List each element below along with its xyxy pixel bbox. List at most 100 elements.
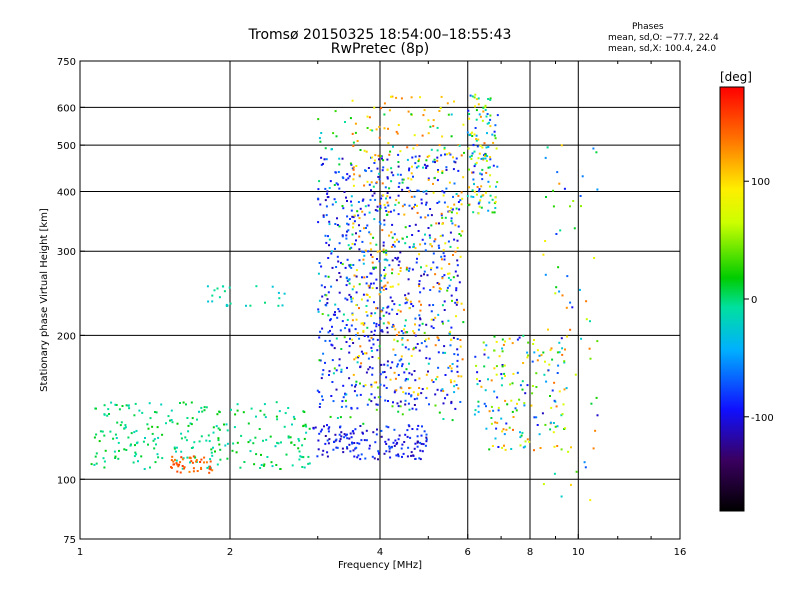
echo-point	[355, 165, 358, 167]
echo-point	[308, 427, 311, 430]
echo-point	[384, 440, 387, 443]
echo-point	[340, 405, 343, 408]
echo-point	[429, 208, 432, 210]
echo-point	[478, 380, 481, 382]
echo-point	[489, 114, 492, 117]
echo-point	[379, 204, 382, 207]
echo-point	[496, 181, 499, 184]
echo-point	[397, 194, 400, 197]
echo-point	[340, 431, 343, 434]
echo-point	[180, 432, 183, 435]
echo-point	[397, 283, 400, 286]
echo-point	[349, 450, 352, 453]
echo-point	[114, 457, 117, 459]
echo-point	[442, 194, 445, 197]
echo-point	[476, 378, 478, 381]
echo-point	[358, 235, 361, 238]
echo-point	[328, 426, 331, 429]
echo-point	[483, 402, 486, 405]
echo-point	[333, 440, 336, 443]
echo-point	[479, 144, 482, 147]
echo-point	[452, 156, 454, 159]
echo-point	[173, 446, 176, 449]
echo-point	[324, 361, 326, 364]
echo-point	[443, 258, 446, 261]
echo-point	[484, 106, 487, 109]
echo-point	[388, 187, 391, 190]
echo-point	[479, 199, 482, 202]
echo-point	[405, 266, 408, 269]
echo-point	[376, 307, 379, 310]
echo-point	[448, 284, 451, 287]
echo-point	[175, 462, 178, 465]
echo-point	[477, 103, 480, 106]
echo-point	[484, 191, 487, 194]
echo-point	[544, 423, 547, 426]
echo-point	[493, 335, 496, 338]
echo-point	[450, 294, 453, 297]
echo-point	[178, 463, 181, 466]
echo-point	[497, 406, 500, 409]
echo-point	[183, 466, 186, 469]
echo-point	[428, 403, 430, 406]
echo-point	[317, 197, 320, 200]
echo-point	[368, 296, 371, 299]
echo-point	[440, 214, 443, 217]
x-tick-label: 4	[377, 547, 383, 558]
echo-point	[318, 262, 321, 264]
echo-point	[433, 176, 436, 179]
echo-point	[345, 324, 348, 326]
echo-point	[378, 260, 381, 263]
echo-point	[454, 270, 457, 273]
echo-point	[431, 379, 433, 382]
echo-point	[438, 287, 441, 290]
echo-point	[489, 97, 492, 100]
echo-point	[401, 413, 404, 416]
echo-point	[212, 431, 215, 434]
echo-point	[376, 403, 379, 406]
echo-point	[497, 409, 500, 412]
echo-point	[115, 404, 118, 406]
echo-point	[585, 300, 588, 303]
echo-point	[209, 468, 212, 471]
echo-point	[367, 335, 370, 338]
echo-point	[307, 462, 310, 465]
echo-point	[127, 436, 130, 439]
echo-point	[325, 205, 328, 208]
echo-point	[494, 124, 497, 127]
echo-point	[482, 341, 485, 344]
echo-point	[425, 396, 428, 399]
echo-point	[356, 361, 359, 364]
echo-point	[472, 211, 475, 214]
echo-point	[432, 252, 435, 255]
echo-point	[408, 362, 410, 365]
echo-point	[322, 449, 325, 452]
echo-point	[368, 447, 371, 450]
echo-point	[361, 240, 364, 243]
echo-point	[191, 417, 194, 420]
echo-point	[427, 370, 429, 373]
echo-point	[348, 330, 351, 333]
echo-point	[430, 214, 433, 217]
x-tick-label: 10	[572, 547, 585, 558]
echo-point	[200, 435, 203, 438]
echo-point	[583, 461, 586, 464]
echo-point	[350, 297, 353, 300]
echo-point	[487, 166, 490, 169]
echo-point	[339, 425, 342, 428]
y-tick-label: 600	[57, 103, 76, 114]
echo-point	[407, 378, 409, 381]
echo-point	[180, 450, 183, 453]
echo-point	[320, 428, 323, 431]
echo-point	[330, 148, 333, 151]
echo-point	[350, 204, 353, 207]
echo-point	[365, 439, 368, 442]
echo-point	[347, 223, 350, 226]
echo-point	[420, 202, 423, 205]
echo-point	[219, 448, 222, 451]
echo-point	[470, 157, 473, 160]
echo-point	[419, 458, 422, 461]
echo-point	[476, 383, 479, 386]
echo-point	[493, 390, 496, 393]
echo-point	[374, 198, 377, 201]
